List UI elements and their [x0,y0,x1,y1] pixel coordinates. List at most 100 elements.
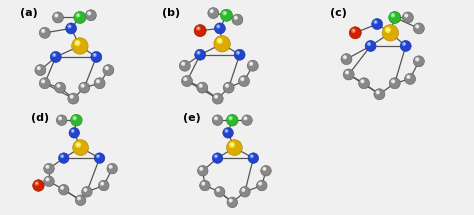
Circle shape [218,189,219,191]
Circle shape [202,183,204,184]
Circle shape [99,180,109,191]
Circle shape [415,57,424,67]
Circle shape [103,65,114,75]
Circle shape [196,26,206,37]
Circle shape [69,127,80,138]
Circle shape [56,84,65,93]
Circle shape [234,49,245,60]
Circle shape [77,197,81,200]
Circle shape [368,43,370,45]
Circle shape [214,95,223,104]
Circle shape [53,12,64,23]
Circle shape [92,53,102,62]
Circle shape [345,71,349,75]
Circle shape [346,72,348,73]
Circle shape [38,67,40,69]
Text: (c): (c) [330,8,347,18]
Circle shape [264,168,265,170]
Circle shape [71,114,82,126]
Circle shape [81,84,85,88]
Circle shape [406,15,407,16]
Circle shape [60,154,64,158]
Circle shape [105,66,114,75]
Circle shape [199,84,203,88]
Circle shape [52,53,56,57]
Circle shape [94,54,96,56]
Circle shape [230,117,231,119]
Circle shape [240,77,245,81]
Circle shape [217,38,223,44]
Circle shape [211,10,212,12]
Text: (e): (e) [183,113,201,123]
Circle shape [249,62,253,66]
Circle shape [227,114,238,126]
Circle shape [224,12,226,14]
Circle shape [210,9,214,13]
Circle shape [85,10,96,21]
Circle shape [60,154,69,163]
Circle shape [35,65,46,75]
Circle shape [77,14,79,16]
Circle shape [36,183,38,184]
Circle shape [74,40,81,46]
Circle shape [36,66,46,75]
Circle shape [94,78,105,89]
Circle shape [263,167,266,171]
Circle shape [219,39,221,42]
Circle shape [415,57,419,61]
Circle shape [72,130,73,132]
Circle shape [76,13,86,23]
Circle shape [214,187,225,197]
Circle shape [71,96,73,97]
Text: (b): (b) [162,8,180,18]
Circle shape [375,21,376,23]
Circle shape [238,76,249,86]
Circle shape [258,182,262,186]
Text: (d): (d) [31,113,49,123]
Circle shape [68,93,79,104]
Circle shape [224,129,233,138]
Circle shape [405,73,416,84]
Circle shape [182,76,192,86]
Circle shape [232,14,243,25]
Circle shape [194,25,206,37]
Circle shape [215,117,217,119]
Circle shape [200,85,201,86]
Circle shape [218,26,219,27]
Circle shape [372,18,383,29]
Circle shape [250,63,252,64]
Circle shape [402,42,411,51]
Circle shape [100,182,109,191]
Circle shape [77,197,86,206]
Circle shape [110,166,111,167]
Circle shape [109,165,118,174]
Circle shape [196,26,201,31]
Circle shape [384,27,399,41]
Circle shape [228,116,238,126]
Circle shape [106,67,108,69]
Circle shape [391,13,395,18]
Circle shape [199,84,208,93]
Circle shape [392,14,394,16]
Circle shape [242,78,243,80]
Circle shape [349,27,361,39]
Circle shape [212,153,223,163]
Circle shape [243,117,252,126]
Circle shape [343,69,354,80]
Circle shape [360,79,370,89]
Text: (a): (a) [19,8,37,18]
Circle shape [77,143,80,146]
Circle shape [100,182,104,186]
Circle shape [389,78,400,89]
Circle shape [87,11,96,21]
Circle shape [58,184,69,195]
Circle shape [33,180,44,191]
Circle shape [234,16,238,20]
Circle shape [417,58,418,60]
Circle shape [54,14,58,18]
Circle shape [344,56,346,58]
Circle shape [210,9,219,18]
Circle shape [183,77,192,86]
Circle shape [236,51,240,55]
Circle shape [201,182,205,186]
